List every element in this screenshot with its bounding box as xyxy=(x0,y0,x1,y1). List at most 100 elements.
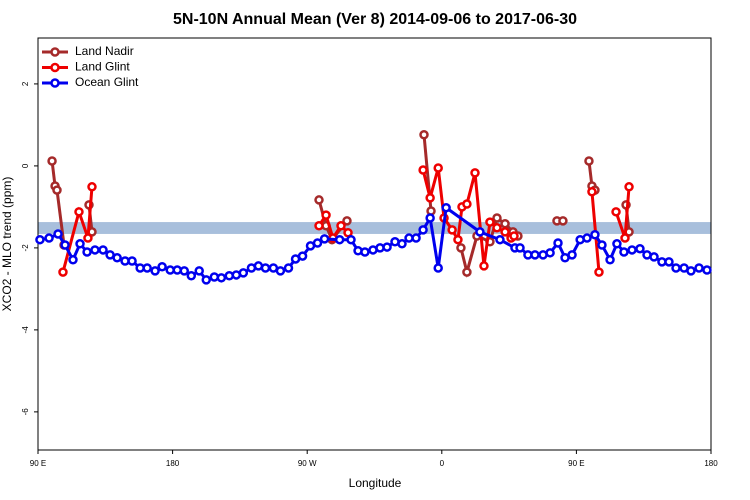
data-point xyxy=(52,185,62,195)
data-point xyxy=(433,163,443,173)
data-point xyxy=(418,165,428,175)
data-point xyxy=(462,267,472,277)
legend-label: Land Nadir xyxy=(75,44,134,58)
data-point xyxy=(58,267,68,277)
data-point xyxy=(509,231,519,241)
x-tick-label: 90 E xyxy=(568,459,584,468)
data-point xyxy=(336,221,346,231)
data-point xyxy=(597,240,607,250)
data-point xyxy=(397,239,407,249)
data-point xyxy=(419,129,429,140)
data-point xyxy=(475,227,485,237)
x-tick-label: 0 xyxy=(440,459,445,468)
data-point xyxy=(342,216,352,226)
data-point xyxy=(68,255,78,265)
data-point xyxy=(314,221,324,231)
data-point xyxy=(186,271,197,281)
data-point xyxy=(83,233,93,243)
reference-band xyxy=(38,222,711,234)
data-point xyxy=(433,263,443,273)
data-point xyxy=(530,250,540,260)
data-point xyxy=(447,225,457,235)
data-point xyxy=(587,186,597,197)
data-point xyxy=(150,266,160,276)
data-point xyxy=(558,216,568,226)
data-point xyxy=(686,266,696,276)
data-point xyxy=(492,213,502,223)
x-tick-label: 180 xyxy=(166,459,180,468)
legend-marker xyxy=(50,78,60,88)
data-point xyxy=(157,262,167,272)
data-point xyxy=(98,245,108,255)
data-point xyxy=(44,233,54,243)
data-point xyxy=(201,275,211,285)
data-point xyxy=(635,243,645,254)
data-point xyxy=(314,195,324,205)
y-tick-label: 0 xyxy=(21,163,30,168)
data-point xyxy=(382,242,392,252)
y-tick-label: 2 xyxy=(21,81,30,86)
data-point xyxy=(47,156,57,166)
data-point xyxy=(321,210,331,220)
data-point xyxy=(620,233,630,243)
x-tick-label: 90 E xyxy=(30,459,46,468)
data-point xyxy=(425,213,435,223)
data-point xyxy=(582,233,592,243)
data-point xyxy=(87,182,97,192)
y-tick-label: -6 xyxy=(21,408,30,416)
data-point xyxy=(500,227,510,237)
data-point xyxy=(216,273,227,283)
data-point xyxy=(346,234,356,245)
legend-marker xyxy=(50,62,60,73)
data-point xyxy=(453,234,463,245)
data-point xyxy=(590,230,600,240)
data-point xyxy=(470,168,480,178)
data-point xyxy=(53,229,63,239)
y-axis-label: XCO2 - MLO trend (ppm) xyxy=(0,177,14,312)
data-point xyxy=(418,225,428,235)
data-point xyxy=(75,239,85,249)
data-point xyxy=(194,266,204,276)
data-point xyxy=(612,239,622,249)
data-point xyxy=(664,257,674,267)
data-point xyxy=(605,255,615,265)
data-point xyxy=(425,193,435,203)
y-tick-label: -4 xyxy=(21,326,30,334)
data-point xyxy=(500,218,510,229)
data-point xyxy=(485,217,495,227)
data-point xyxy=(515,243,525,253)
data-point xyxy=(627,245,637,255)
data-point xyxy=(74,207,84,217)
data-point xyxy=(619,247,629,257)
data-point xyxy=(694,263,704,273)
data-point xyxy=(671,263,681,273)
data-point xyxy=(260,263,271,273)
data-point xyxy=(567,250,577,260)
data-point xyxy=(479,261,489,271)
data-point xyxy=(649,252,659,262)
data-point xyxy=(553,238,563,248)
legend-marker xyxy=(50,47,60,57)
data-point xyxy=(456,243,466,253)
chart-title: 5N-10N Annual Mean (Ver 8) 2014-09-06 to… xyxy=(173,11,577,28)
plot-frame xyxy=(37,37,712,451)
data-point xyxy=(283,263,294,273)
data-point xyxy=(411,233,421,243)
x-tick-label: 90 W xyxy=(298,459,317,468)
data-point xyxy=(127,256,137,266)
data-point xyxy=(624,182,634,192)
data-point xyxy=(545,248,555,258)
y-tick-label: -2 xyxy=(21,244,30,252)
data-point xyxy=(319,234,330,244)
data-point xyxy=(611,207,621,217)
data-point xyxy=(702,265,712,275)
data-point xyxy=(594,267,604,277)
data-point xyxy=(179,266,190,276)
data-point xyxy=(312,238,323,248)
data-point xyxy=(82,247,92,257)
x-tick-label: 180 xyxy=(704,459,718,468)
data-point xyxy=(60,240,70,250)
data-point xyxy=(334,234,345,245)
